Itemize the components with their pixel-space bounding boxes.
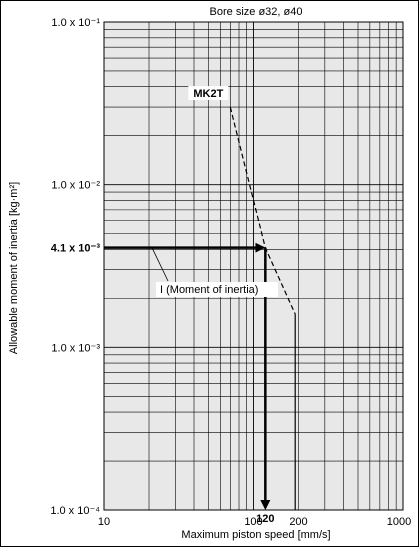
- y-tick-label: 1.0 x 10⁻⁴: [50, 505, 100, 517]
- x-tick-label: 10: [98, 516, 110, 528]
- tick-labels: 1.0 x 10⁻¹ 1.0 x 10⁻² 1.0 x 10⁻³ 1.0 x 10⁻⁴…: [50, 17, 411, 528]
- series-label: MK2T: [193, 88, 223, 100]
- series-label-bg: [188, 86, 229, 101]
- inertia-note: I (Moment of inertia): [160, 284, 258, 296]
- plot-border: [103, 21, 404, 511]
- note-leader: [151, 247, 169, 282]
- example-value-label: 4.1 x 10⁻³: [51, 243, 101, 255]
- x-tick-label: 1000: [387, 516, 411, 528]
- chart-title: Bore size ø32, ø40: [210, 6, 303, 18]
- gridlines: [104, 22, 403, 510]
- y-tick-label: 1.0 x 10⁻¹: [51, 17, 100, 29]
- annotations: MK2T I (Moment of inertia): [104, 86, 278, 510]
- note-bg: [156, 282, 278, 297]
- x-axis-label: Maximum piston speed [mm/s]: [181, 529, 330, 541]
- y-tick-label: 1.0 x 10⁻³: [51, 342, 100, 354]
- x-tick-label: 100: [244, 516, 262, 528]
- example-speed-label: 120: [256, 513, 274, 525]
- y-axis-label: Allowable moment of inertia [kg·m²]: [8, 182, 20, 354]
- x-tick-label: 200: [289, 516, 307, 528]
- y-tick-label: 1.0 x 10⁻²: [51, 180, 100, 192]
